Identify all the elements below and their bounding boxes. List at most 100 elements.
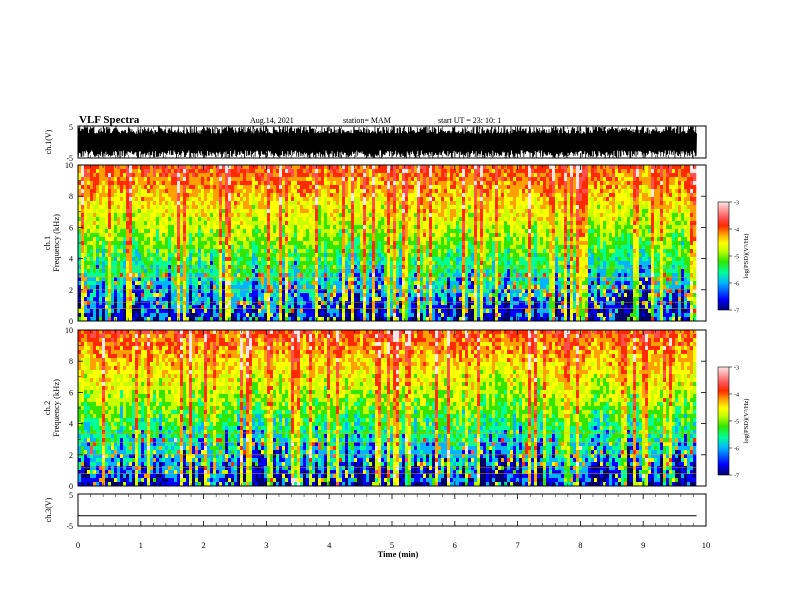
ch1-spectrogram-cell [159,253,163,258]
ch1-spectrogram-cell [225,169,229,174]
ch1-spectrogram-cell [372,273,376,278]
ch1-spectrogram-cell [456,265,460,270]
ch1-spectrogram-cell [441,305,445,310]
ch1-spectrogram-cell [183,181,187,186]
ch1-spectrogram-cell [426,177,430,182]
ch1-spectrogram-cell [135,289,139,294]
ch1-spectrogram-cell [336,273,340,278]
ch1-spectrogram-cell [219,209,223,214]
ch1-spectrogram-cell [153,193,157,198]
ch1-spectrogram-cell [372,237,376,242]
ch1-spectrogram-cell [432,293,436,298]
ch1-spectrogram-cell [144,193,148,198]
ch1-spectrogram-cell [399,245,403,250]
ch1-spectrogram-cell [360,209,364,214]
ch1-spectrogram-cell [285,181,289,186]
ch1-spectrogram-cell [252,173,256,178]
ch1-spectrogram-cell [204,261,208,266]
ch1-spectrogram-cell [192,213,196,218]
ch1-spectrogram-cell [210,205,214,210]
ch1-spectrogram-cell [228,305,232,310]
ch1-spectrogram-cell [270,237,274,242]
ch1-spectrogram-cell [363,273,367,278]
ch1-spectrogram-cell [99,233,103,238]
ch1-spectrogram-cell [162,189,166,194]
ch1-spectrogram-cell [345,301,349,306]
ch1-spectrogram-cell [345,193,349,198]
ch1-spectrogram-cell [150,165,154,170]
ch1-spectrogram-cell [261,185,265,190]
ch1-spectrogram-cell [135,177,139,182]
ch1-spectrogram-cell [321,317,325,322]
ch1-spectrogram-cell [150,293,154,298]
ch1-spectrogram-cell [135,261,139,266]
ch1-spectrogram-cell [222,177,226,182]
ch1-spectrogram-cell [267,209,271,214]
ch1-spectrogram-cell [438,193,442,198]
ch1-spectrogram-cell [261,317,265,322]
ch1-spectrogram-cell [303,261,307,266]
ch1-spectrogram-cell [246,181,250,186]
ch1-spectrogram-cell [360,245,364,250]
ch1-spectrogram-cell [231,317,235,322]
ch1-spectrogram-cell [210,245,214,250]
ch1-spectrogram-cell [306,233,310,238]
ch1-spectrogram-cell [189,241,193,246]
ch1-spectrogram-cell [273,253,277,258]
ch1-spectrogram-cell [429,317,433,322]
ch1-spectrogram-cell [273,277,277,282]
ch1-spectrogram-cell [228,309,232,314]
ch1-spectrogram-cell [117,221,121,226]
ch1-spectrogram-cell [375,201,379,206]
ch1-spectrogram-cell [375,261,379,266]
ch1-spectrogram-cell [309,221,313,226]
ch1-spectrogram-cell [108,269,112,274]
ch1-spectrogram-cell [432,201,436,206]
ch1-spectrogram-cell [366,169,370,174]
ch1-spectrogram-cell [138,185,142,190]
ch1-spectrogram-cell [213,297,217,302]
ch1-spectrogram-cell [177,205,181,210]
ch1-spectrogram-cell [186,233,190,238]
ch1-spectrogram-cell [216,285,220,290]
ch1-spectrogram-cell [201,245,205,250]
ch1-spectrogram-cell [144,285,148,290]
ch1-spectrogram-cell [291,185,295,190]
ch1-spectrogram-cell [417,289,421,294]
ch1-spectrogram-cell [219,225,223,230]
ch1-spectrogram-cell [318,221,322,226]
ch1-spectrogram-cell [306,293,310,298]
ch1-spectrogram-cell [207,289,211,294]
ch1-spectrogram-cell [315,229,319,234]
ch1-spectrogram-cell [426,217,430,222]
ch1-spectrogram-cell [366,265,370,270]
ch1-spectrogram-cell [171,165,175,170]
ch1-spectrogram-cell [195,285,199,290]
ch1-spectrogram-cell [258,169,262,174]
ch1-spectrogram-cell [132,265,136,270]
ch1-spectrogram-cell [282,253,286,258]
ch1-spectrogram-cell [240,165,244,170]
ch1-spectrogram-cell [447,257,451,262]
ch1-spectrogram-cell [156,253,160,258]
ch1-spectrogram-cell [426,245,430,250]
ch1-spectrogram-cell [114,237,118,242]
ch1-spectrogram-cell [273,189,277,194]
ch1-spectrogram-cell [105,253,109,258]
ch1-spectrogram-cell [330,241,334,246]
ch1-spectrogram-cell [459,281,463,286]
ch1-spectrogram-cell [135,293,139,298]
ch1-spectrogram-cell [90,261,94,266]
ch1-spectrogram-cell [444,221,448,226]
ch1-spectrogram-cell [273,241,277,246]
ch1-spectrogram-cell [369,193,373,198]
ch1-spectrogram-cell [192,209,196,214]
ch1-spectrogram-cell [96,169,100,174]
ch1-spectrogram-cell [336,177,340,182]
ch1-spectrogram-cell [402,205,406,210]
ch1-spectrogram-cell [315,201,319,206]
ch1-spectrogram-cell [150,301,154,306]
ch1-spectrogram-cell [342,269,346,274]
ch1-spectrogram-cell [435,281,439,286]
ch1-spectrogram-cell [378,197,382,202]
